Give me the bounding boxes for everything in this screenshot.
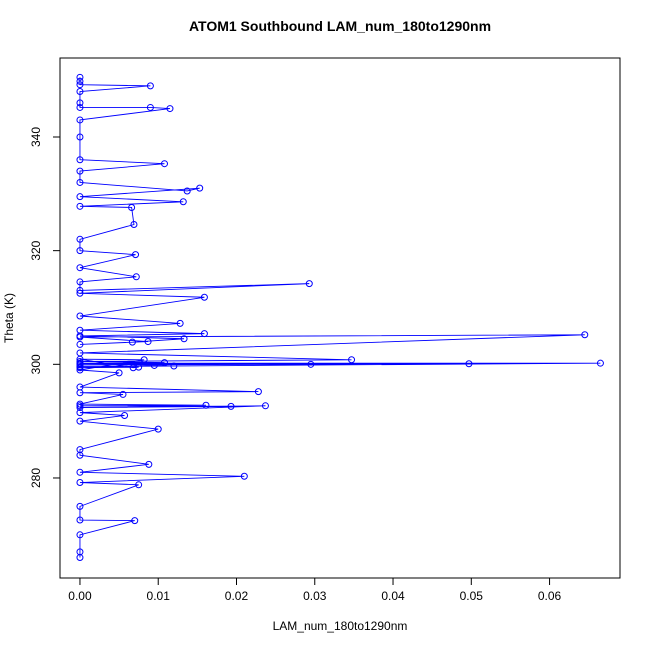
- data-point: [129, 364, 137, 372]
- data-point: [140, 356, 148, 364]
- data-point: [76, 417, 84, 425]
- data-point: [76, 366, 84, 374]
- data-point: [76, 202, 84, 210]
- data-point: [76, 133, 84, 141]
- data-point: [183, 187, 191, 195]
- data-point: [348, 356, 356, 364]
- data-point: [76, 451, 84, 459]
- data-line: [79, 77, 601, 558]
- data-point: [76, 359, 84, 367]
- data-point: [132, 251, 140, 259]
- data-point: [307, 360, 315, 368]
- data-point: [305, 280, 313, 288]
- x-tick-label: 0.03: [303, 589, 327, 603]
- data-point: [465, 360, 473, 368]
- plot-frame: [59, 57, 621, 579]
- data-point: [132, 273, 140, 281]
- x-tick-label: 0.06: [538, 589, 562, 603]
- data-point: [176, 319, 184, 327]
- x-axis-label: LAM_num_180to1290nm: [273, 619, 408, 633]
- data-point: [202, 401, 210, 409]
- data-point: [135, 481, 143, 489]
- data-point: [76, 103, 84, 111]
- data-point: [146, 82, 154, 90]
- chart-title: ATOM1 Southbound LAM_num_180to1290nm: [189, 18, 491, 34]
- data-point: [76, 289, 84, 297]
- x-tick-label: 0.01: [147, 589, 171, 603]
- data-point: [76, 167, 84, 175]
- data-point: [76, 355, 84, 363]
- data-point: [581, 331, 589, 339]
- x-tick-label: 0.05: [460, 589, 484, 603]
- data-point: [76, 554, 84, 562]
- data-point: [76, 286, 84, 294]
- data-point: [128, 338, 136, 346]
- y-tick-label: 320: [29, 240, 43, 260]
- data-point: [200, 293, 208, 301]
- data-point: [119, 390, 127, 398]
- data-point: [160, 160, 168, 168]
- data-point: [145, 460, 153, 468]
- data-point: [76, 404, 84, 412]
- data-point: [76, 479, 84, 487]
- data-point: [227, 402, 235, 410]
- data-point: [121, 411, 129, 419]
- data-point: [254, 388, 262, 396]
- data-point: [76, 409, 84, 417]
- data-point: [240, 472, 248, 480]
- data-point: [150, 361, 158, 369]
- data-point: [166, 105, 174, 113]
- data-point: [128, 203, 136, 211]
- data-point: [76, 99, 84, 107]
- y-tick-label: 280: [29, 468, 43, 488]
- x-tick-label: 0.04: [381, 589, 405, 603]
- data-point: [596, 359, 604, 367]
- data-point: [76, 312, 84, 320]
- data-point: [261, 402, 269, 410]
- data-point: [76, 77, 84, 85]
- data-point: [154, 425, 162, 433]
- data-point: [179, 198, 187, 206]
- data-point: [76, 81, 84, 89]
- data-point: [76, 531, 84, 539]
- y-tick-label: 300: [29, 354, 43, 374]
- data-point: [76, 389, 84, 397]
- data-point: [76, 468, 84, 476]
- y-axis-label: Theta (K): [2, 293, 16, 343]
- data-point: [144, 338, 152, 346]
- data-point: [115, 369, 123, 377]
- data-point: [76, 88, 84, 96]
- data-point: [76, 156, 84, 164]
- data-point: [76, 235, 84, 243]
- data-point: [76, 178, 84, 186]
- data-point: [160, 359, 168, 367]
- data-point: [76, 364, 84, 372]
- x-tick-label: 0.02: [225, 589, 249, 603]
- data-point: [130, 221, 138, 229]
- x-tick-label: 0.00: [68, 589, 92, 603]
- data-point: [196, 184, 204, 192]
- data-point: [131, 517, 139, 525]
- data-point: [76, 502, 84, 510]
- data-point: [76, 278, 84, 286]
- data-point: [76, 193, 84, 201]
- data-point: [76, 247, 84, 255]
- data-point: [170, 362, 178, 370]
- y-tick-label: 340: [29, 127, 43, 147]
- data-point: [76, 340, 84, 348]
- data-point: [76, 116, 84, 124]
- data-point: [76, 264, 84, 272]
- data-point: [76, 516, 84, 524]
- data-point: [76, 333, 84, 341]
- data-point: [200, 330, 208, 338]
- data-point: [180, 335, 188, 343]
- data-point: [146, 103, 154, 111]
- data-point: [76, 73, 84, 81]
